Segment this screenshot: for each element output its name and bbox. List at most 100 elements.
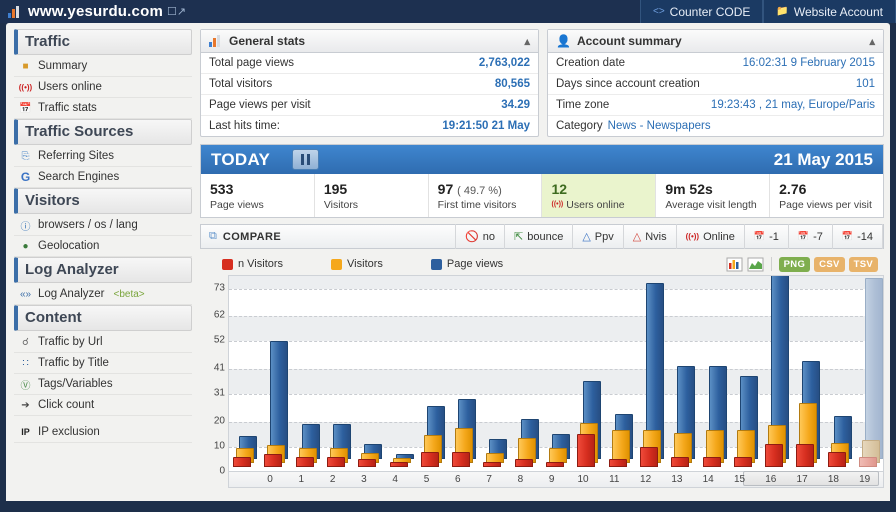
- sidebar-item-users-online[interactable]: ((•)) Users online: [14, 77, 192, 98]
- bar-group[interactable]: [326, 276, 351, 471]
- compare-option-bounce[interactable]: ⇱ bounce: [504, 224, 572, 249]
- bar-group[interactable]: [546, 276, 570, 471]
- sidebar-item-referring-sites[interactable]: ⎘ Referring Sites: [14, 146, 192, 167]
- compare-option-nvis[interactable]: △ Nvis: [622, 224, 676, 249]
- sidebar-item-label: Traffic by Title: [38, 357, 109, 369]
- compare-option-no[interactable]: 🚫 no: [455, 224, 504, 249]
- sidebar-section-traffic: Traffic: [14, 29, 192, 55]
- sidebar-item-tags-variables[interactable]: Ⓥ Tags/Variables: [14, 374, 192, 395]
- row-label: Creation date: [556, 57, 626, 69]
- bar-group[interactable]: [577, 276, 602, 471]
- pause-icon[interactable]: [292, 149, 320, 170]
- bar-group[interactable]: [765, 276, 790, 471]
- x-axis-tick: 16: [765, 474, 777, 485]
- stat-value: 533: [210, 180, 234, 197]
- sidebar-item-ip-exclusion[interactable]: IP IP exclusion: [14, 422, 192, 443]
- website-account-label: Website Account: [793, 4, 883, 19]
- legend-label: Visitors: [347, 258, 383, 270]
- x-axis-tick: 11: [609, 474, 620, 485]
- bar-group[interactable]: [671, 276, 696, 471]
- bar-segment: [546, 461, 564, 467]
- popout-icon[interactable]: ☐↗: [166, 6, 187, 18]
- y-axis-tick: 52: [213, 334, 225, 346]
- sidebar-item-traffic-by-url[interactable]: ☌ Traffic by Url: [14, 332, 192, 353]
- main-content: General stats ▴ Total page views 2,763,0…: [198, 23, 890, 501]
- y-axis-tick: 20: [213, 415, 225, 427]
- row-label: Days since account creation: [556, 78, 700, 90]
- bar-group[interactable]: [859, 276, 883, 471]
- compare-option-minus-14[interactable]: 📅 -14: [831, 224, 883, 249]
- bar-group[interactable]: [264, 276, 289, 471]
- counter-code-button[interactable]: <> Counter CODE: [639, 0, 764, 23]
- bar-group[interactable]: [420, 276, 445, 471]
- legend-item-visitors[interactable]: Visitors: [331, 258, 383, 270]
- bar-group[interactable]: [295, 276, 320, 471]
- chart-plot-area: 0 10 20 31 41 52 62 73: [202, 275, 884, 477]
- bar-segment: [702, 456, 721, 467]
- calendar-icon: 📅: [797, 231, 810, 241]
- table-row: Page views per visit 34.29: [201, 95, 538, 116]
- sidebar-section-traffic-sources: Traffic Sources: [14, 119, 192, 145]
- sidebar-item-traffic-stats[interactable]: 📅 Traffic stats: [14, 98, 192, 119]
- bar-group[interactable]: [608, 276, 633, 471]
- bar-group[interactable]: [233, 276, 257, 471]
- bar-group[interactable]: [702, 276, 727, 471]
- bar-group[interactable]: [358, 276, 383, 471]
- sidebar-item-traffic-by-title[interactable]: ∷ Traffic by Title: [14, 353, 192, 374]
- category-link[interactable]: News - Newspapers: [607, 120, 711, 132]
- sidebar-item-label: Summary: [38, 60, 88, 72]
- bar-chart-toggle-icon[interactable]: [726, 257, 743, 272]
- chevron-up-icon[interactable]: ▴: [869, 35, 875, 48]
- compare-option-minus-1[interactable]: 📅 -1: [743, 224, 788, 249]
- sidebar-item-label: Tags/Variables: [38, 378, 113, 390]
- general-stats-title: General stats: [229, 34, 306, 48]
- sidebar-item-geolocation[interactable]: ● Geolocation: [14, 236, 192, 257]
- area-chart-toggle-icon[interactable]: [747, 257, 764, 272]
- export-png-button[interactable]: PNG: [778, 256, 811, 272]
- chevron-up-icon[interactable]: ▴: [524, 35, 530, 48]
- legend-swatch: [430, 258, 442, 270]
- sidebar-item-label: Click count: [38, 399, 95, 411]
- today-header: TODAY 21 May 2015: [201, 145, 883, 174]
- sidebar-item-browsers-os-lang[interactable]: ⓘ browsers / os / lang: [14, 215, 192, 236]
- x-axis-tick: 9: [548, 474, 555, 485]
- compare-option-minus-7[interactable]: 📅 -7: [787, 224, 832, 249]
- plot-bars: [229, 276, 883, 471]
- globe-icon: ●: [22, 240, 29, 252]
- live-icon: ((•)): [551, 201, 564, 208]
- sidebar-item-search-engines[interactable]: G Search Engines: [14, 167, 192, 188]
- export-csv-button[interactable]: CSV: [814, 256, 845, 272]
- link-icon: ☌: [22, 336, 29, 348]
- legend-swatch: [222, 258, 233, 270]
- grid-line: [229, 341, 883, 343]
- chart-horizontal-scrollbar[interactable]: [743, 471, 879, 486]
- table-row: Creation date 16:02:31 9 February 2015: [548, 53, 883, 74]
- bar-group[interactable]: [452, 276, 477, 471]
- bar-segment: [270, 340, 289, 459]
- bar-group[interactable]: [827, 276, 852, 471]
- row-label: Page views per visit: [209, 99, 311, 111]
- sidebar-item-click-count[interactable]: ➔ Click count: [14, 395, 192, 416]
- legend-item-page-views[interactable]: Page views: [430, 258, 504, 270]
- legend-label: Page views: [446, 258, 504, 270]
- compare-option-online[interactable]: ((•)) Online: [675, 224, 744, 249]
- row-label: Total visitors: [209, 78, 273, 90]
- compare-option-ppv[interactable]: △ Ppv: [572, 224, 622, 249]
- no-icon: 🚫: [465, 231, 479, 243]
- ip-icon: IP: [21, 427, 30, 437]
- bar-group[interactable]: [796, 276, 821, 471]
- bar-group[interactable]: [389, 276, 414, 471]
- sidebar-item-summary[interactable]: ■ Summary: [14, 56, 192, 77]
- website-account-button[interactable]: 📁 Website Account: [763, 0, 896, 23]
- counter-code-label: Counter CODE: [669, 4, 751, 19]
- bar-group[interactable]: [514, 276, 539, 471]
- bar-group[interactable]: [639, 276, 664, 471]
- bar-group[interactable]: [483, 276, 508, 471]
- export-tsv-button[interactable]: TSV: [848, 256, 878, 272]
- sidebar-item-log-analyzer[interactable]: «» Log Analyzer <beta>: [14, 284, 192, 305]
- bar-group[interactable]: [733, 276, 758, 471]
- legend-item-new-visitors[interactable]: n Visitors: [222, 258, 283, 270]
- sidebar-item-label: IP exclusion: [38, 426, 100, 438]
- compare-option-label: bounce: [527, 230, 564, 243]
- row-value: 16:02:31 9 February 2015: [742, 57, 875, 69]
